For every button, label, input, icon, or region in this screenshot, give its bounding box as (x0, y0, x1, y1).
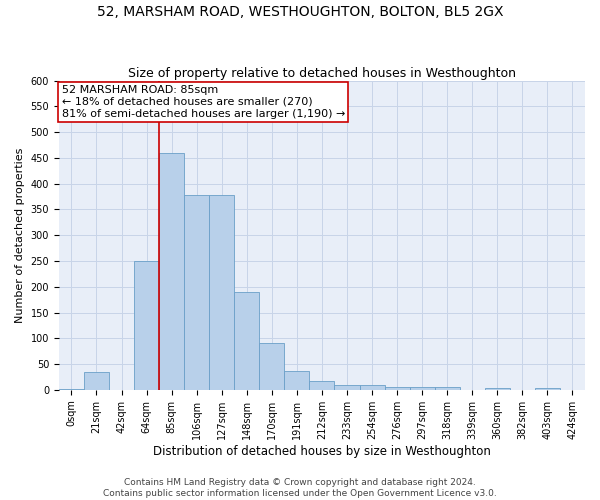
Text: 52 MARSHAM ROAD: 85sqm
← 18% of detached houses are smaller (270)
81% of semi-de: 52 MARSHAM ROAD: 85sqm ← 18% of detached… (62, 86, 345, 118)
X-axis label: Distribution of detached houses by size in Westhoughton: Distribution of detached houses by size … (153, 444, 491, 458)
Bar (310, 380, 334, 390)
Bar (284, 371, 310, 390)
Bar (410, 388, 434, 390)
Bar (385, 388, 410, 390)
Y-axis label: Number of detached properties: Number of detached properties (15, 148, 25, 323)
Bar (359, 384, 385, 390)
Text: 52, MARSHAM ROAD, WESTHOUGHTON, BOLTON, BL5 2GX: 52, MARSHAM ROAD, WESTHOUGHTON, BOLTON, … (97, 5, 503, 19)
Bar (535, 388, 560, 390)
Bar (59, 389, 84, 390)
Bar (259, 344, 284, 390)
Bar (434, 388, 460, 390)
Bar (184, 195, 209, 390)
Bar (84, 372, 109, 390)
Bar (334, 384, 359, 390)
Bar (209, 195, 234, 390)
Bar (134, 261, 159, 390)
Bar (485, 388, 510, 390)
Bar (159, 153, 184, 390)
Bar (234, 292, 259, 390)
Title: Size of property relative to detached houses in Westhoughton: Size of property relative to detached ho… (128, 66, 516, 80)
Text: Contains HM Land Registry data © Crown copyright and database right 2024.
Contai: Contains HM Land Registry data © Crown c… (103, 478, 497, 498)
